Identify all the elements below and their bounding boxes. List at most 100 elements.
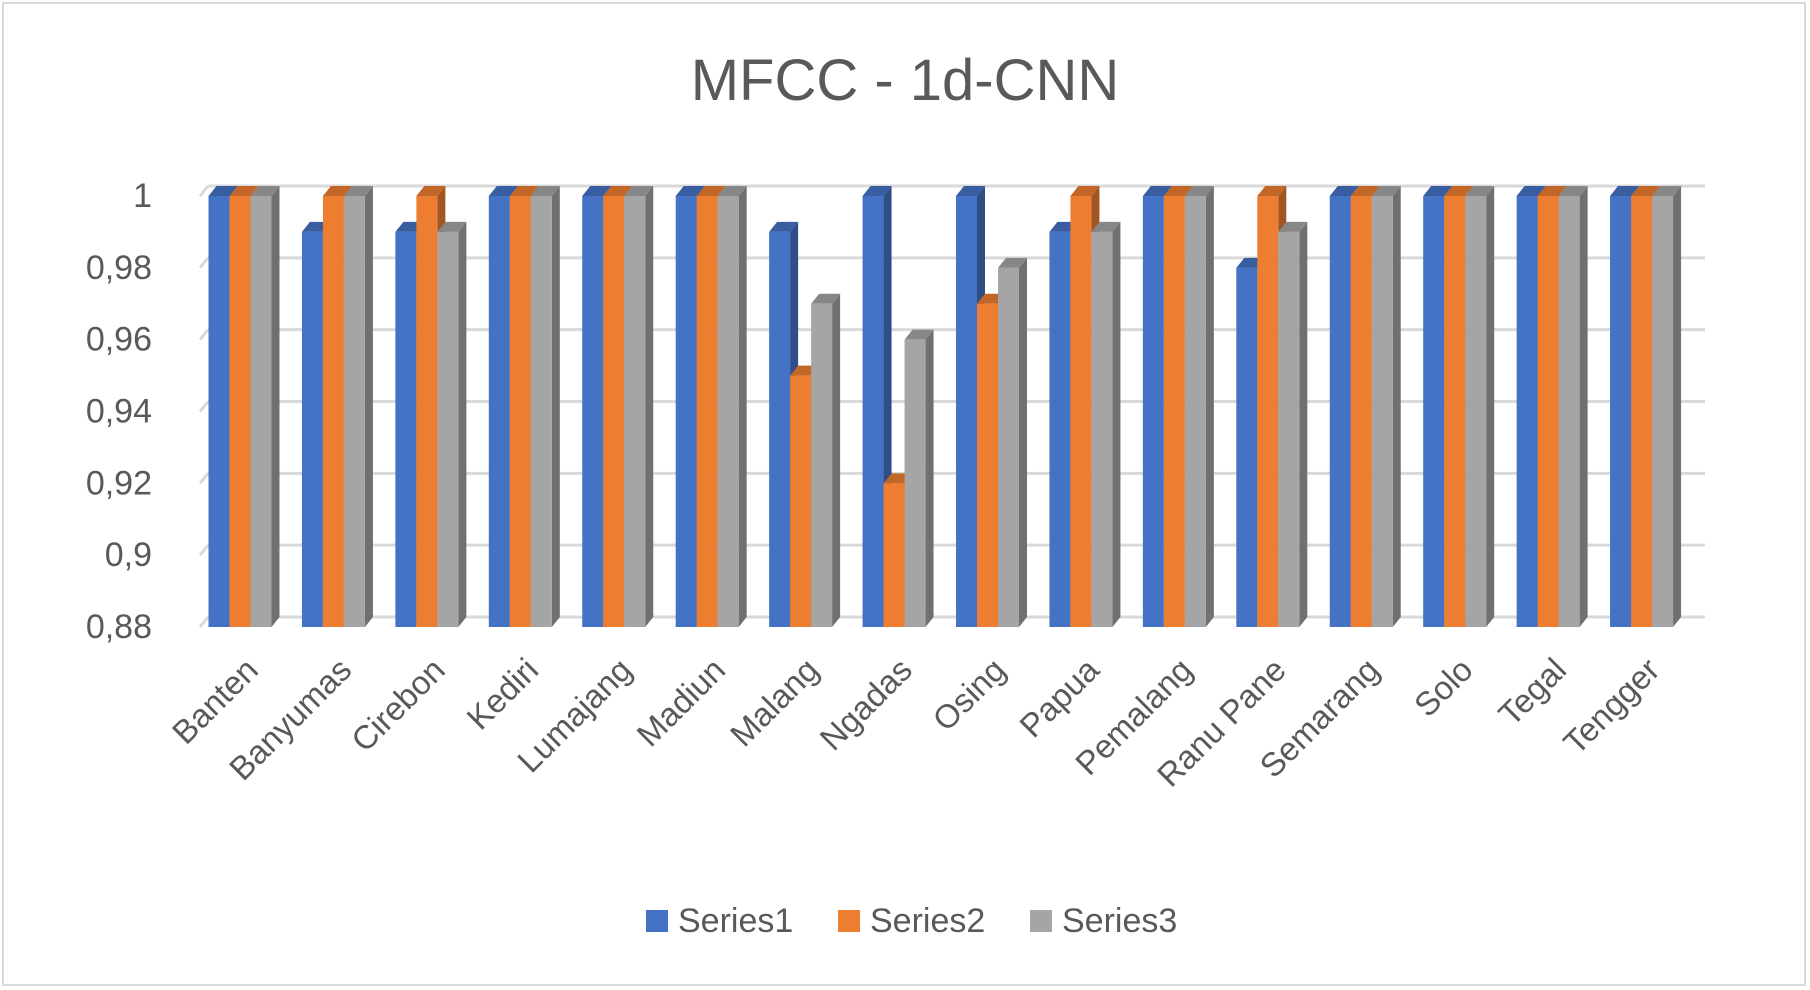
bar-front (1371, 196, 1393, 627)
bar-top (1423, 186, 1453, 196)
bar-front (416, 196, 438, 627)
x-tick-label: Tegal (1491, 651, 1573, 733)
legend-item: Series2 (838, 902, 985, 940)
bar-front (1163, 196, 1185, 627)
bar-front (1049, 231, 1071, 627)
bar-top (998, 257, 1027, 268)
bar-top (1444, 186, 1474, 196)
bar-top (1350, 186, 1380, 196)
bar-front (488, 196, 510, 627)
y-tick-label: 1 (133, 177, 152, 215)
y-tick-label: 0,96 (86, 321, 152, 359)
bar-side (1112, 221, 1121, 627)
bar-side (738, 186, 747, 627)
bar-front (1091, 231, 1113, 627)
bar-front (1350, 196, 1372, 627)
bar-front (509, 196, 531, 627)
bar-top (1465, 186, 1495, 196)
bar-front (395, 231, 417, 627)
bar-top (1652, 186, 1682, 196)
legend-swatch (646, 910, 668, 932)
bar-top (509, 186, 539, 196)
bar (1184, 186, 1214, 627)
bar-front (883, 483, 905, 627)
bar (343, 186, 373, 627)
bar-top (416, 186, 446, 196)
bar-top (1142, 186, 1172, 196)
x-tick-label: Cirebon (344, 651, 452, 759)
gridline-depth (198, 544, 210, 557)
y-tick-label: 0,92 (86, 464, 152, 502)
legend-swatch (1030, 910, 1052, 932)
bar (717, 186, 747, 627)
bar-front (229, 196, 251, 627)
bar-top (488, 186, 518, 196)
y-tick-label: 0,9 (105, 536, 152, 574)
bar-side (1486, 186, 1495, 627)
legend-swatch (838, 910, 860, 932)
bar-front (603, 196, 625, 627)
bar (1091, 221, 1121, 627)
bar-front (956, 196, 977, 627)
legend-label: Series3 (1062, 902, 1177, 940)
bar-front (1236, 267, 1258, 627)
bar-front (301, 231, 323, 627)
bar (811, 293, 841, 627)
bar-top (1163, 186, 1193, 196)
bar-front (696, 196, 718, 627)
gridline-depth (198, 400, 210, 413)
bar-front (1184, 196, 1206, 627)
y-axis-ticks: 0,88 0,9 0,92 0,94 0,96 0,98 1 (86, 177, 152, 646)
bar-top (696, 186, 726, 196)
bar-top (1184, 186, 1214, 196)
bar (530, 186, 560, 627)
bar-top (1371, 186, 1401, 196)
bar-front (1142, 196, 1164, 627)
bar-front (1558, 196, 1580, 627)
legend-label: Series2 (870, 902, 985, 940)
bar-front (769, 231, 791, 627)
bar (1652, 186, 1682, 627)
bar-top (208, 186, 238, 196)
bar-front (624, 196, 646, 627)
x-tick-label: Ngadas (812, 651, 919, 758)
bar-top (1278, 221, 1308, 232)
x-tick-label: Tengger (1556, 651, 1666, 761)
bar-front (1631, 196, 1653, 627)
bar-side (1019, 257, 1027, 627)
legend-item: Series3 (1030, 902, 1177, 940)
y-tick-label: 0,94 (86, 393, 152, 431)
bar-top (1631, 186, 1661, 196)
gridline-depth (198, 185, 210, 197)
bar-side (832, 293, 841, 627)
chart-title: MFCC - 1d-CNN (691, 48, 1120, 113)
bar (1278, 221, 1308, 627)
bar-front (1537, 196, 1559, 627)
bar-top (582, 186, 612, 196)
bar-front (717, 196, 739, 627)
bar (1558, 186, 1588, 627)
bar-front (998, 267, 1019, 627)
bar-side (551, 186, 560, 627)
bar-front (1610, 196, 1632, 627)
bar-top (717, 186, 747, 196)
bar-front (208, 196, 230, 627)
bar-top (1091, 221, 1121, 232)
bar-front (1257, 196, 1279, 627)
gridline-depth (198, 472, 210, 485)
bar-top (904, 329, 934, 340)
bar-front (322, 196, 344, 627)
bar-top (811, 293, 841, 304)
bar-side (1299, 221, 1308, 627)
bar-front (250, 196, 272, 627)
bar-front (437, 231, 459, 627)
bar-front (1465, 196, 1487, 627)
bar-side (458, 221, 467, 627)
bar-top (603, 186, 633, 196)
bars (208, 186, 1682, 627)
x-tick-label: Osing (925, 651, 1012, 738)
bar-side (645, 186, 654, 627)
bar-front (811, 303, 833, 627)
bar-top (624, 186, 654, 196)
